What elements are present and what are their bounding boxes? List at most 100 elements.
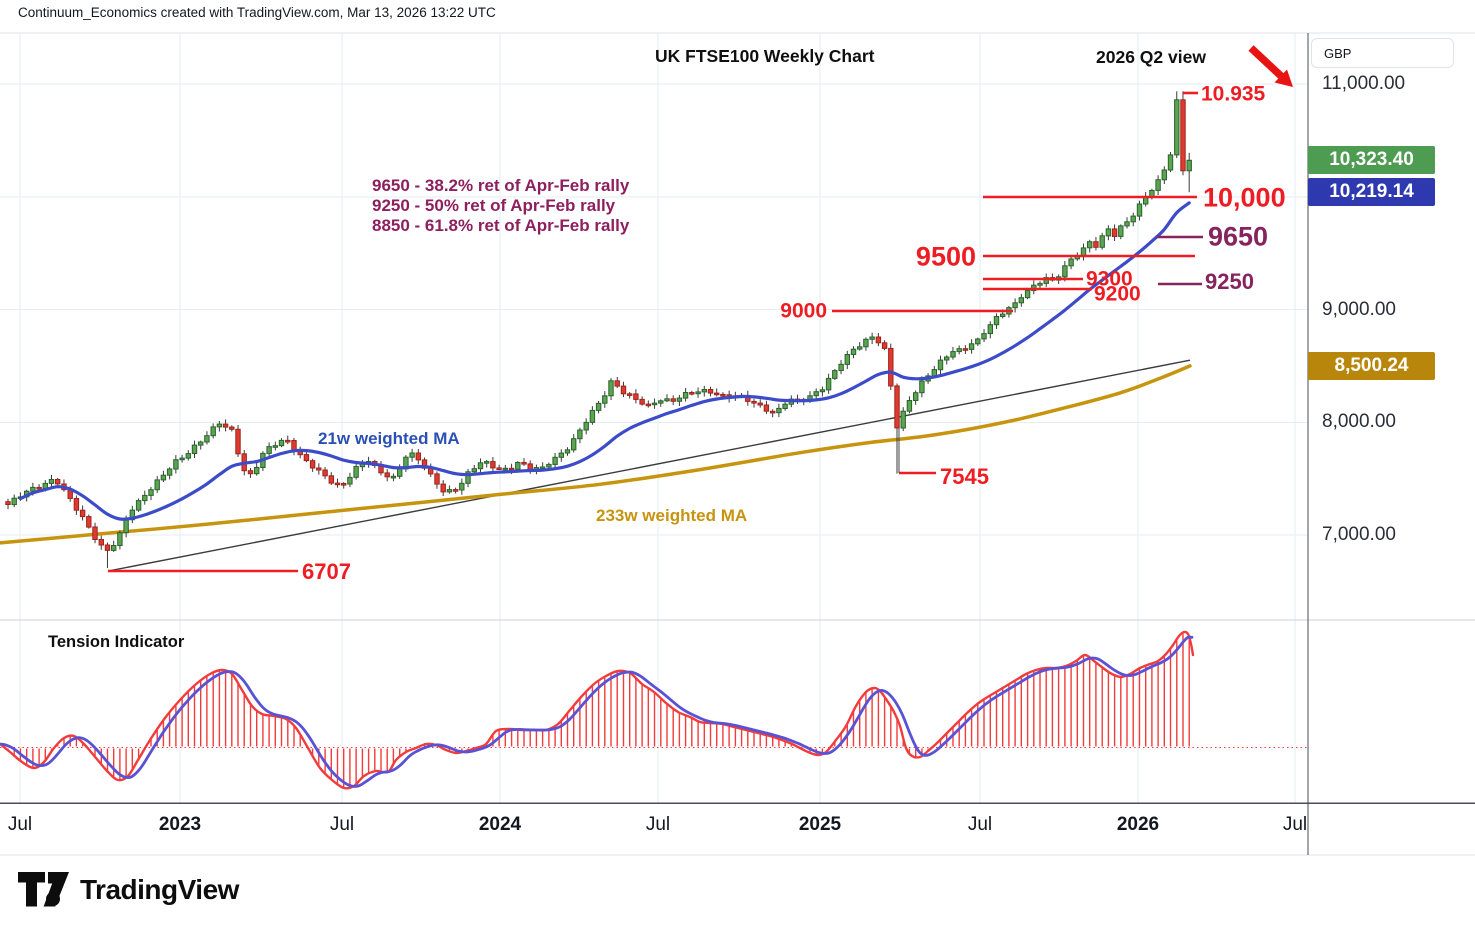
candle-body — [278, 439, 285, 447]
candle-body — [484, 461, 490, 464]
candle-body — [1167, 154, 1174, 171]
ma-slow-line — [0, 364, 1192, 545]
candle-body — [577, 429, 583, 440]
candle-body — [651, 402, 658, 406]
level-label-10935: 10.935 — [1201, 82, 1266, 106]
level-label-9200: 9200 — [1094, 282, 1141, 306]
candle-body — [695, 391, 701, 395]
candle-body — [1087, 241, 1093, 249]
retracement-notes: 9650 - 38.2% ret of Apr-Feb rally 9250 -… — [372, 176, 629, 236]
candle-body — [913, 392, 919, 402]
candle-body — [272, 445, 279, 448]
candle-body — [527, 463, 533, 471]
currency-button-label: GBP — [1324, 45, 1352, 61]
candle-body — [55, 479, 61, 485]
candle-body — [229, 426, 235, 430]
candle-body — [142, 494, 148, 502]
ma-slow-label: 233w weighted MA — [596, 506, 748, 525]
candle-body — [844, 354, 850, 365]
candle-body — [763, 404, 770, 412]
candle-body — [160, 474, 167, 481]
candle-body — [832, 370, 838, 379]
time-axis-label: 2026 — [1116, 814, 1160, 835]
candle-body — [714, 392, 720, 396]
candle-body — [179, 457, 185, 461]
candle-body — [757, 402, 763, 406]
candle-body — [1111, 228, 1118, 237]
candle-body — [857, 346, 863, 350]
level-label-9000: 9000 — [780, 299, 827, 323]
candle-body — [5, 501, 11, 506]
candle-body — [1186, 159, 1192, 172]
candle-body — [328, 475, 335, 484]
candle-body — [1093, 241, 1099, 248]
candle-body — [173, 459, 179, 470]
candle-body — [1068, 258, 1074, 267]
candle-body — [602, 395, 608, 404]
candle-body — [465, 471, 471, 484]
candle-body — [670, 398, 676, 402]
chart-title: UK FTSE100 Weekly Chart — [655, 46, 875, 66]
candle-body — [216, 423, 223, 428]
candle-body — [564, 449, 571, 454]
candle-body — [552, 456, 558, 465]
candle-body — [906, 400, 913, 412]
candle-body — [415, 452, 422, 461]
trend-arrow-shaft — [1248, 45, 1284, 79]
candle-body — [751, 400, 757, 404]
time-axis-label: 2024 — [478, 814, 522, 835]
candle-body — [73, 498, 80, 511]
candle-body — [931, 369, 937, 377]
time-axis-label: 2025 — [798, 814, 842, 835]
price-badge: 10,219.14 — [1308, 178, 1435, 206]
candle-body — [993, 316, 1000, 326]
candle-body — [937, 359, 944, 371]
level-label-10000: 10,000 — [1203, 182, 1286, 213]
candle-body — [819, 389, 826, 393]
candle-body — [48, 479, 55, 484]
candle-body — [888, 347, 894, 387]
candle-body — [266, 446, 272, 454]
candle-body — [496, 467, 502, 470]
view-note: 2026 Q2 view — [1096, 47, 1206, 67]
candle-body — [620, 385, 627, 395]
candle-body — [645, 403, 651, 407]
candle-body — [303, 454, 310, 462]
candle-body — [869, 336, 875, 340]
candle-body — [235, 428, 241, 455]
candle-body — [135, 500, 142, 511]
candle-body — [571, 438, 577, 451]
candle-body — [409, 452, 415, 458]
candle-body — [1105, 228, 1112, 237]
candle-body — [1099, 235, 1105, 248]
candle-body — [950, 351, 956, 358]
candle-body — [850, 348, 857, 356]
candle-body — [316, 467, 322, 471]
tension-blue-line — [0, 635, 1194, 788]
candle-body — [658, 400, 664, 404]
candle-body — [968, 343, 975, 350]
retracement-note-2: 9250 - 50% ret of Apr-Feb rally — [372, 196, 616, 215]
candle-body — [11, 497, 17, 506]
retracement-note-3: 8850 - 61.8% ret of Apr-Feb rally — [372, 216, 630, 235]
candle-body — [397, 468, 403, 477]
candles-layer — [5, 91, 1192, 568]
candle-body — [502, 467, 509, 471]
price-tick-label: 9,000.00 — [1322, 298, 1396, 320]
candle-body — [452, 489, 459, 492]
level-label-9250: 9250 — [1205, 269, 1254, 294]
candle-body — [508, 467, 515, 471]
level-label-9650: 9650 — [1208, 221, 1269, 252]
candle-body — [166, 468, 173, 476]
currency-button[interactable]: GBP — [1311, 38, 1454, 68]
candle-body — [309, 460, 316, 469]
candle-body — [1118, 225, 1124, 237]
candle-body — [36, 486, 42, 490]
candle-body — [79, 509, 86, 518]
tradingview-logo[interactable]: TradingView — [18, 871, 239, 908]
candle-body — [446, 489, 453, 493]
candle-body — [384, 472, 390, 478]
candle-body — [1024, 290, 1031, 299]
candle-body — [515, 462, 521, 470]
